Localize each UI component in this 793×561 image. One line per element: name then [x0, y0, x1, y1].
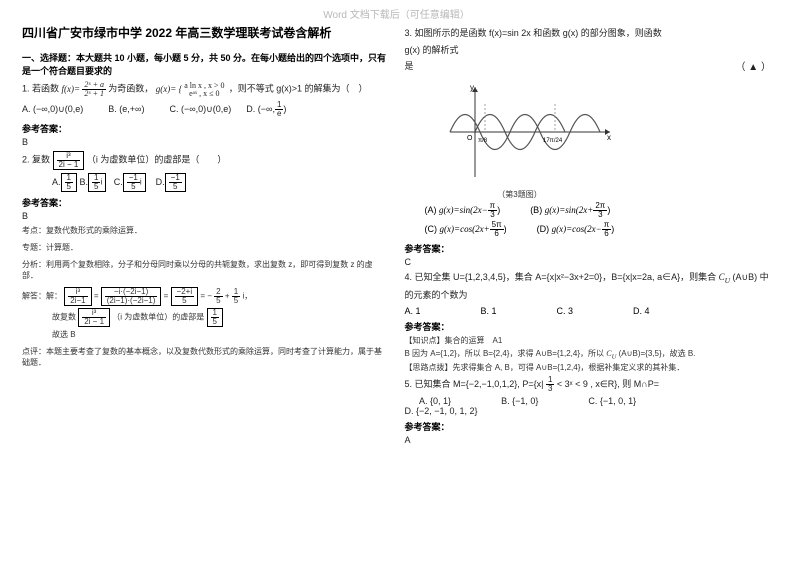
q4-a: 4. 已知全集 U={1,2,3,4,5}，集合 A={x|x²−3x+2=0}… — [405, 272, 719, 282]
q4-b: (A∪B) 中 — [733, 272, 769, 282]
q3-opt-c: (C) g(x)=cos(2x+5π6) — [425, 221, 507, 238]
q3-answer: C — [405, 257, 772, 267]
q3-row2: (C) g(x)=cos(2x+5π6) (D) g(x)=cos(2x−π6) — [425, 221, 772, 238]
q2-kd: 考点：复数代数形式的乘除运算． — [22, 225, 389, 236]
q2-text-b: （i 为虚数单位）的虚部是（ ） — [87, 155, 227, 165]
q2-opt-a: A.15 — [52, 177, 77, 187]
q1-text-c: ，则不等式 g(x)>1 的解集为（ ） — [229, 84, 368, 94]
q3-opt-a: (A) g(x)=sin(2x−π3) — [425, 202, 501, 219]
q2-zt: 专题：计算题． — [22, 242, 389, 253]
q4-stem2: 的元素的个数为 — [405, 289, 772, 303]
q1-opt-c: C. (−∞,0)∪(0,e) — [170, 104, 232, 114]
q4-stem: 4. 已知全集 U={1,2,3,4,5}，集合 A={x|x²−3x+2=0}… — [405, 271, 772, 286]
q1-text-b: 为奇函数， — [108, 84, 153, 94]
q5-stem: 5. 已知集合 M={−2,−1,0,1,2}, P={x| 13 < 3ˣ <… — [405, 376, 772, 393]
q3-opt-d: (D) g(x)=cos(2x−π6) — [537, 221, 615, 238]
q1-g2: eᵃˣ , x ≤ 0 — [182, 90, 226, 98]
right-column: 3. 如图所示的是函数 f(x)=sin 2x 和函数 g(x) 的部分图象，则… — [405, 24, 772, 449]
q2-den: 2i − 1 — [57, 161, 81, 169]
q4-opt-d: D. 4 — [633, 306, 650, 316]
q2-opt-b: B.15i — [79, 177, 106, 187]
left-column: 四川省广安市绿市中学 2022 年高三数学理联考试卷含解析 一、选择题：本大题共… — [22, 24, 389, 449]
q2-jd-end: 故选 B — [22, 329, 389, 340]
section1-heading: 一、选择题：本大题共 10 小题，每小题 5 分，共 50 分。在每小题给出的四… — [22, 51, 389, 77]
q4-choices: A. 1 B. 1 C. 3 D. 4 — [405, 306, 772, 316]
origin-label: O — [467, 135, 473, 142]
q2-frac-box: i³2i − 1 — [53, 151, 85, 170]
q5-opt-d: D. {−2, −1, 0, 1, 2} — [405, 406, 478, 416]
doc-title: 四川省广安市绿市中学 2022 年高三数学理联考试卷含解析 — [22, 24, 389, 41]
q2-answer: B — [22, 211, 389, 221]
q3-opt-b: (B) g(x)=sin(2x+2π3) — [530, 202, 610, 219]
q2-ans-label: 参考答案： — [22, 196, 389, 209]
q4-opt-b: B. 1 — [481, 306, 497, 316]
q1-f-den: 2ˣ + 1 — [82, 90, 106, 98]
q4-line1: B 因为 A={1,2}，所以 B={2,4}，求得 A∪B={1,2,4}，所… — [405, 348, 772, 361]
y-label: y — [470, 83, 474, 92]
q3-graph: y x O π/8 17π/24 — [445, 82, 615, 182]
q1-opt-a: A. (−∞,0)∪(0,e) — [22, 104, 83, 114]
q5-answer: A — [405, 435, 772, 445]
q2-choices: A.15 B.15i C.−15i D.−15 — [22, 173, 389, 192]
q5-a: 5. 已知集合 M={−2,−1,0,1,2}, P={x| — [405, 379, 544, 389]
q4-line2: 【思路点拨】先求得集合 A, B，可得 A∪B={1,2,4}，根据补集定义求的… — [405, 362, 772, 373]
q1-choices: A. (−∞,0)∪(0,e) B. (e,+∞) C. (−∞,0)∪(0,e… — [22, 101, 389, 118]
page-container: 四川省广安市绿市中学 2022 年高三数学理联考试卷含解析 一、选择题：本大题共… — [0, 0, 793, 459]
tick1: π/8 — [478, 138, 488, 144]
q4-ans-label: 参考答案： — [405, 320, 772, 333]
q5-choices: A. {0, 1} B. {−1, 0} C. {−1, 0, 1} D. {−… — [405, 396, 772, 416]
q5-opt-c: C. {−1, 0, 1} — [588, 396, 636, 406]
q5-opt-a: A. {0, 1} — [419, 396, 451, 406]
q3-ans-label: 参考答案： — [405, 242, 772, 255]
q1-stem: 1. 若函数 f(x)= 2ˣ + a2ˣ + 1 为奇函数， g(x)= {a… — [22, 81, 389, 98]
q2-opt-d: D.−15 — [156, 177, 186, 187]
q3-blank-mark: （ ▲ ） — [736, 60, 771, 75]
watermark-text: Word 文档下载后（可任意编辑） — [0, 6, 793, 21]
q2-opt-c: C.−15i — [114, 177, 146, 187]
q5-opt-b: B. {−1, 0} — [501, 396, 538, 406]
q1-f-expr: f(x)= 2ˣ + a2ˣ + 1 — [62, 84, 109, 94]
tick2: 17π/24 — [543, 138, 563, 144]
q1-answer: B — [22, 137, 389, 147]
q1-opt-b: B. (e,+∞) — [108, 104, 144, 114]
q4-cu: CU — [719, 272, 730, 282]
q3-caption: （第3题图） — [405, 189, 635, 200]
q1-opt-d: D. (−∞,1e) — [246, 104, 286, 114]
x-label: x — [607, 133, 611, 142]
q2-jd: 解答：解： i³2i−1 = −i·(−2i−1)(2i−1)·(−2i−1) … — [22, 287, 389, 306]
q3-stem2: g(x) 的解析式 — [405, 44, 772, 58]
q1-ans-label: 参考答案： — [22, 122, 389, 135]
q3-row1: (A) g(x)=sin(2x−π3) (B) g(x)=sin(2x+2π3) — [425, 202, 772, 219]
q4-opt-a: A. 1 — [405, 306, 421, 316]
q2-stem: 2. 复数 i³2i − 1 （i 为虚数单位）的虚部是（ ） — [22, 151, 389, 170]
q4-ans-head: 【知识点】集合的运算 A1 — [405, 335, 772, 346]
q4-opt-c: C. 3 — [557, 306, 574, 316]
q3-stem: 3. 如图所示的是函数 f(x)=sin 2x 和函数 g(x) 的部分图象，则… — [405, 27, 772, 41]
q2-text-a: 2. 复数 — [22, 155, 53, 165]
q1-g-expr: g(x)= {a ln x , x > 0eᵃˣ , x ≤ 0 — [156, 84, 229, 94]
q3-stem3a: 是 — [405, 60, 414, 75]
q2-dp: 点评：本题主要考查了复数的基本概念，以及复数代数形式的乘除运算，同时考查了计算能… — [22, 346, 389, 368]
q1-text-a: 1. 若函数 — [22, 84, 62, 94]
q5-ans-label: 参考答案： — [405, 420, 772, 433]
q3-stem3: 是 （ ▲ ） — [405, 60, 772, 75]
q2-jd-line2: 故复数 i³2i − 1 （i 为虚数单位）的虚部是 15 — [22, 308, 389, 327]
q5-b: < 3ˣ < 9 , x∈R}, 则 M∩P= — [557, 379, 659, 389]
q2-fx: 分析：利用两个复数相除，分子和分母同时乘以分母的共轭复数，求出复数 z，即可得到… — [22, 259, 389, 281]
